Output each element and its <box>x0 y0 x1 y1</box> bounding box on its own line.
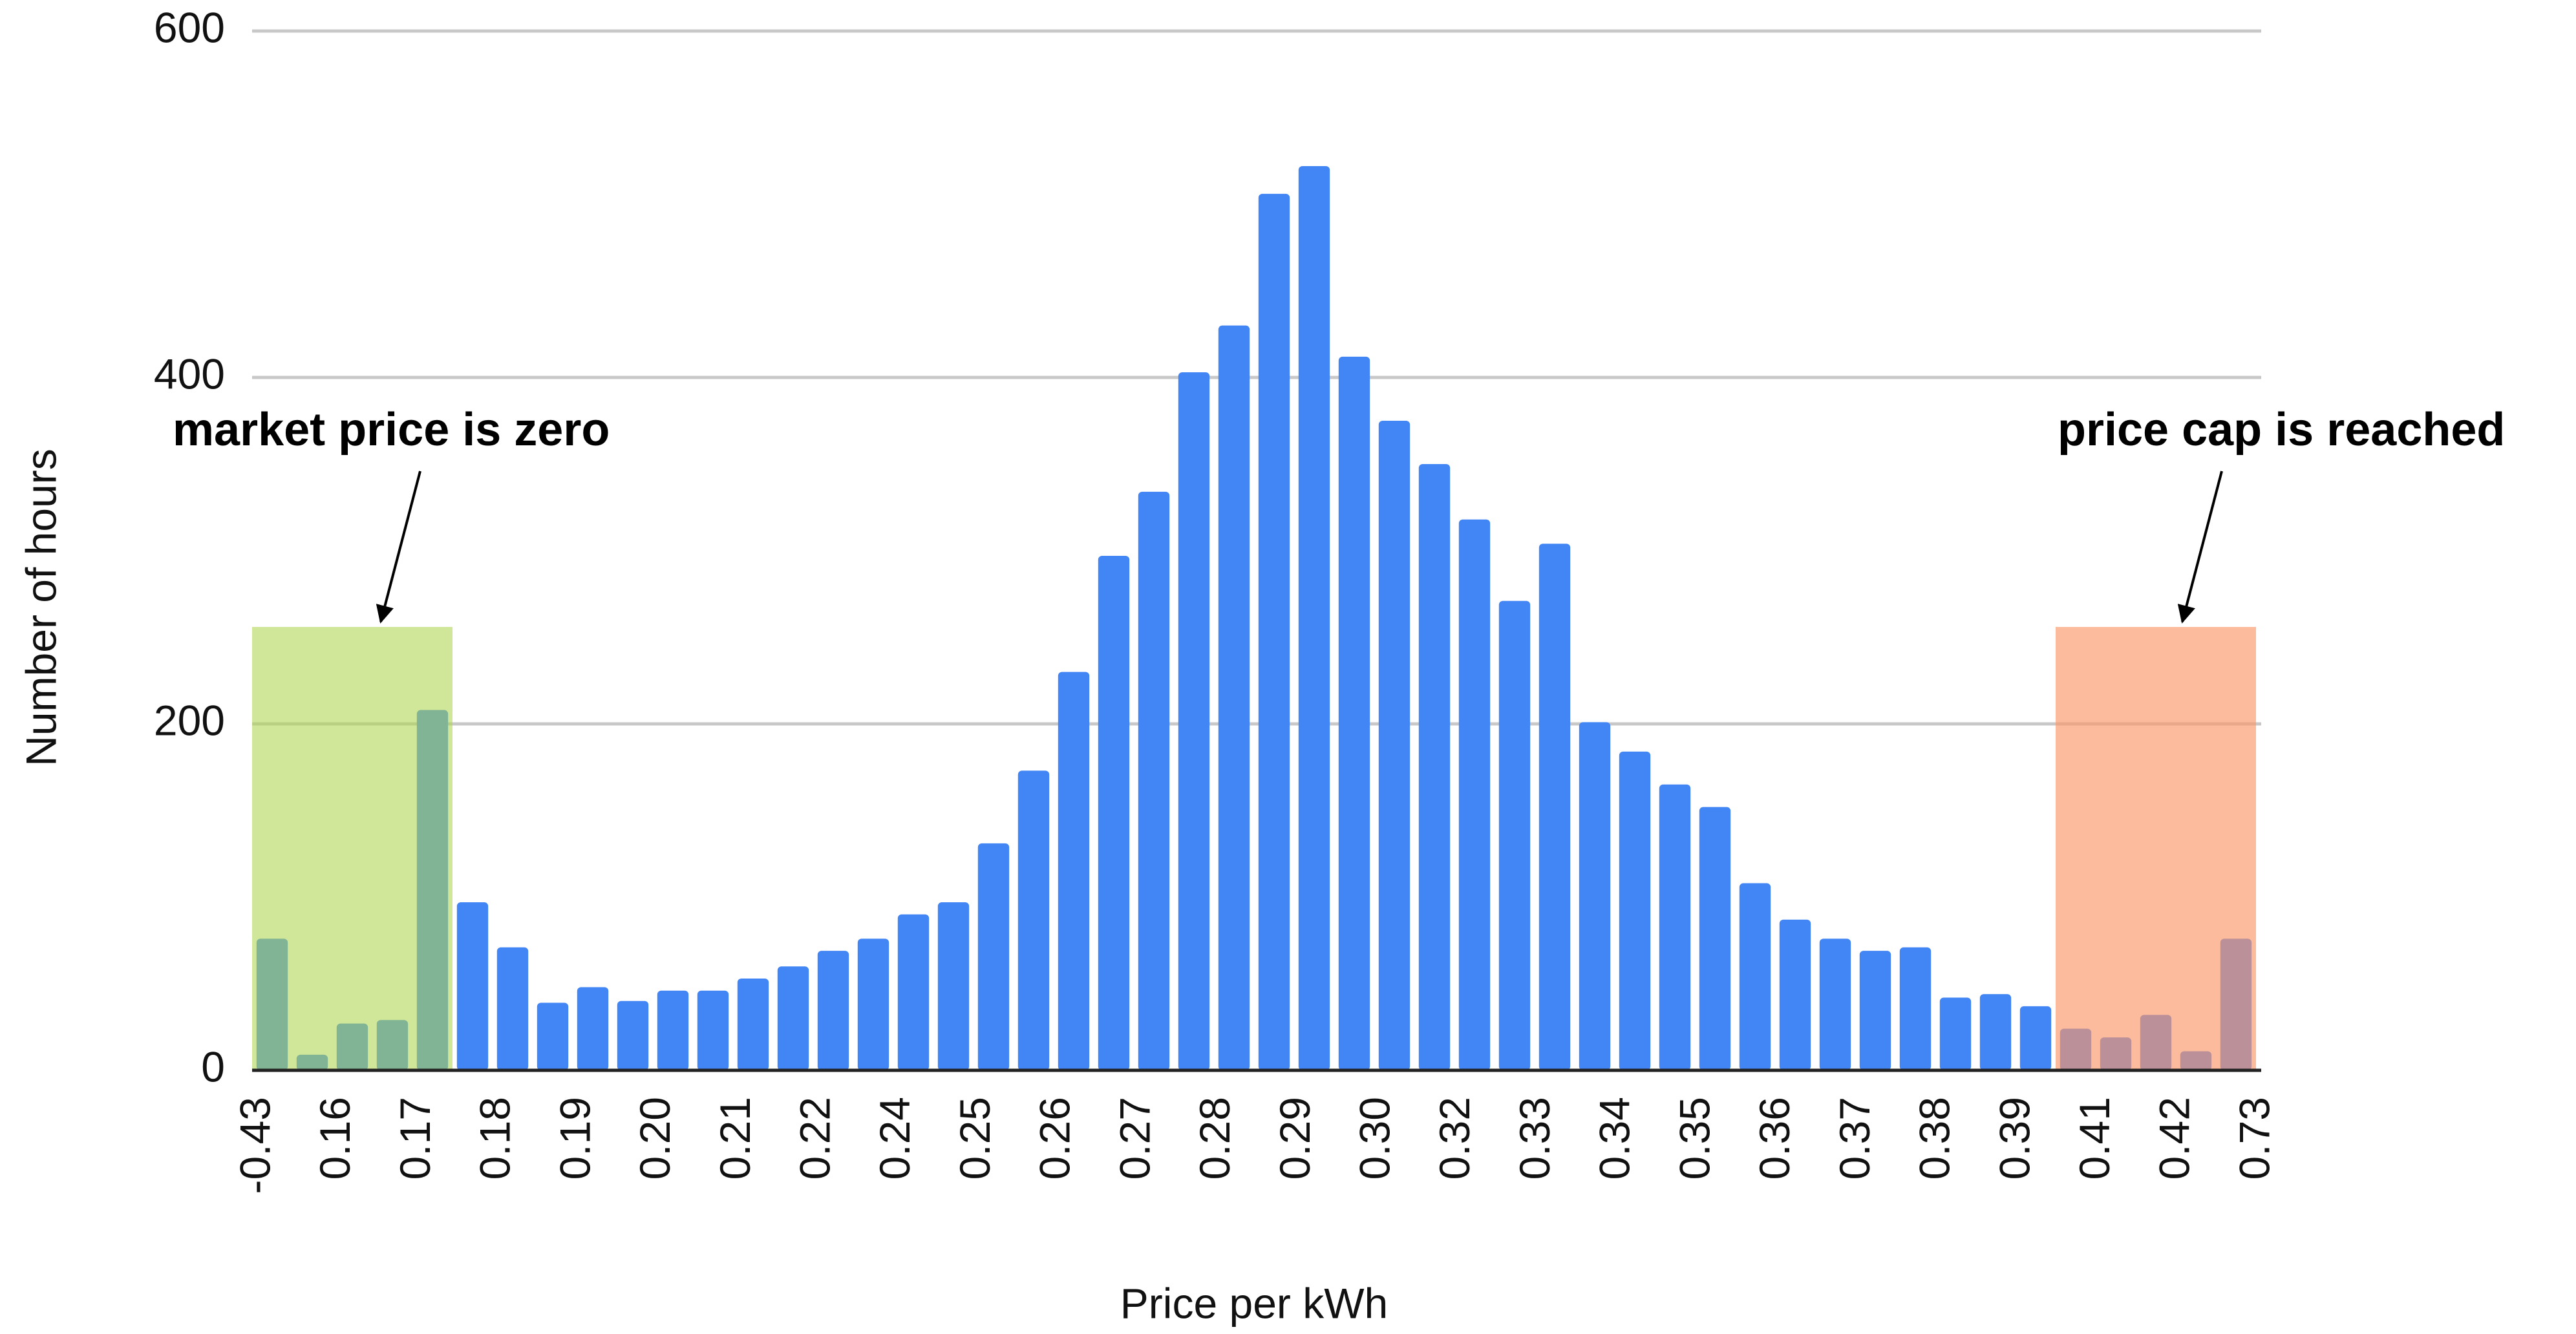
bar <box>1218 325 1250 1071</box>
x-tick-label: 0.32 <box>1431 1097 1478 1180</box>
bar <box>617 1001 649 1070</box>
bar <box>1138 491 1170 1070</box>
annotation-arrow <box>2177 471 2223 624</box>
x-tick-label: 0.26 <box>1031 1097 1079 1180</box>
bar <box>1498 600 1531 1070</box>
x-tick-label: 0.34 <box>1591 1097 1639 1180</box>
bar <box>1699 807 1731 1070</box>
annotation: market price is zero <box>173 404 610 456</box>
bar <box>1418 464 1451 1070</box>
x-tick-label: 0.73 <box>2230 1097 2278 1180</box>
x-tick-label: 0.29 <box>1271 1097 1319 1180</box>
bar <box>577 987 609 1070</box>
bar <box>817 951 849 1070</box>
zero-price-region <box>252 627 452 1070</box>
bar <box>897 914 930 1070</box>
x-tick-label: 0.35 <box>1670 1097 1718 1180</box>
x-tick-label: 0.22 <box>791 1097 838 1180</box>
x-tick-label: 0.25 <box>951 1097 999 1180</box>
x-tick-label: 0.16 <box>311 1097 359 1180</box>
bar <box>1859 951 1891 1070</box>
x-tick-label: 0.41 <box>2070 1097 2118 1180</box>
bar <box>1298 166 1330 1070</box>
bar <box>937 902 970 1070</box>
x-axis-title: Price per kWh <box>1120 1279 1388 1327</box>
x-tick-label: 0.38 <box>1911 1097 1959 1180</box>
bar <box>977 843 1010 1070</box>
annotation: price cap is reached <box>2058 404 2505 456</box>
bar <box>1178 372 1210 1071</box>
bar <box>1017 770 1050 1070</box>
bar <box>496 947 529 1070</box>
bar <box>737 978 769 1070</box>
x-tick-label: 0.30 <box>1351 1097 1399 1180</box>
bar <box>1338 356 1370 1070</box>
x-tick-label: 0.18 <box>471 1097 519 1180</box>
x-tick-label: 0.24 <box>871 1097 919 1180</box>
y-tick-label: 400 <box>154 350 225 397</box>
x-tick-label: 0.19 <box>551 1097 599 1180</box>
y-tick-label: 600 <box>154 3 225 51</box>
bar <box>1458 519 1491 1070</box>
bar <box>2019 1006 2052 1070</box>
y-tick-label: 0 <box>201 1043 225 1090</box>
x-tick-label: 0.37 <box>1831 1097 1879 1180</box>
bar <box>1739 883 1771 1070</box>
bar <box>1939 997 1972 1070</box>
x-tick-label: 0.17 <box>391 1097 439 1180</box>
y-axis-title: Number of hours <box>17 449 65 767</box>
bar <box>1579 722 1611 1070</box>
bar <box>1819 938 1851 1070</box>
bar <box>777 966 809 1070</box>
x-tick-label: 0.28 <box>1191 1097 1239 1180</box>
bar <box>1779 919 1811 1070</box>
bar <box>1258 193 1290 1070</box>
x-tick-label: 0.27 <box>1111 1097 1158 1180</box>
price-cap-region <box>2056 627 2256 1070</box>
bar <box>537 1002 569 1070</box>
bar <box>1098 556 1130 1070</box>
bar <box>1979 994 2012 1070</box>
bar <box>657 990 689 1070</box>
bar <box>1619 751 1651 1070</box>
bar <box>1659 784 1691 1070</box>
y-tick-label: 200 <box>154 696 225 744</box>
annotation-arrow <box>376 471 421 624</box>
x-tick-label: 0.39 <box>1990 1097 2038 1180</box>
x-tick-label: 0.20 <box>631 1097 679 1180</box>
bar <box>697 990 729 1070</box>
x-tick-label: 0.33 <box>1511 1097 1559 1180</box>
bar <box>857 938 889 1070</box>
bar <box>1378 421 1410 1070</box>
x-tick-label: 0.21 <box>711 1097 759 1180</box>
x-tick-label: 0.42 <box>2151 1097 2198 1180</box>
bar <box>1899 947 1932 1070</box>
bar <box>456 902 489 1070</box>
x-tick-label: -0.43 <box>231 1097 279 1194</box>
x-tick-label: 0.36 <box>1751 1097 1798 1180</box>
bar <box>1538 544 1571 1070</box>
bar <box>1058 672 1090 1070</box>
